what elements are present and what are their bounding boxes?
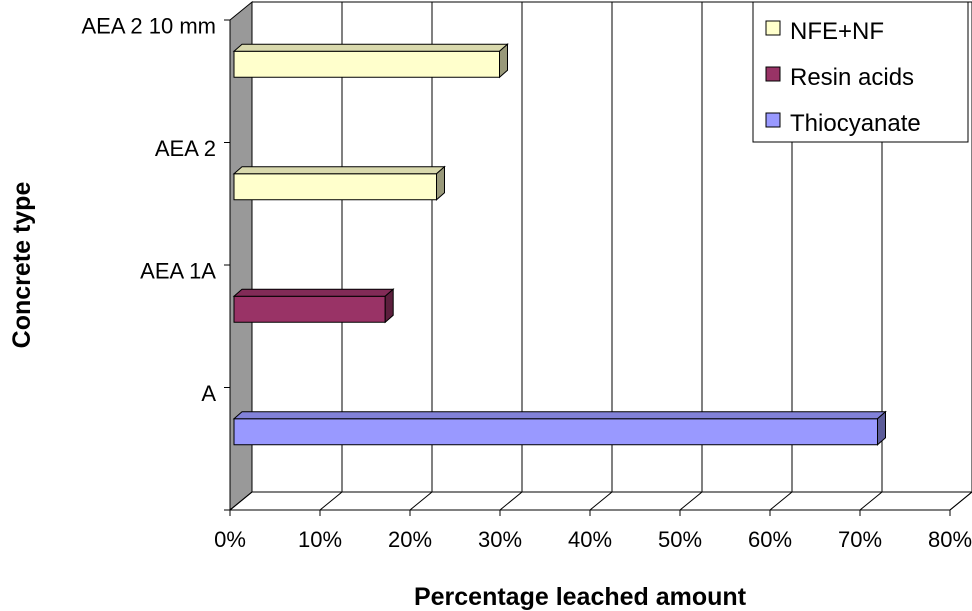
bars bbox=[232, 43, 887, 446]
floor-gridline bbox=[499, 491, 523, 511]
x-axis-title: Percentage leached amount bbox=[414, 583, 747, 611]
y-tick-label: A bbox=[201, 381, 216, 406]
floor-gridline bbox=[769, 491, 793, 511]
x-tick-label: 70% bbox=[838, 527, 882, 552]
floor-gridline bbox=[319, 491, 343, 511]
floor-gridline bbox=[409, 491, 433, 511]
x-tick-label: 0% bbox=[214, 527, 246, 552]
y-axis-title: Concrete type bbox=[8, 182, 36, 349]
bar-top bbox=[232, 166, 446, 175]
legend-swatch bbox=[765, 20, 781, 36]
bar-top bbox=[232, 43, 509, 52]
y-tick-label: AEA 2 10 mm bbox=[81, 13, 216, 38]
bar bbox=[232, 410, 887, 446]
y-tick-labels: A AEA 1A AEA 2 AEA 2 10 mm bbox=[81, 13, 216, 406]
legend: NFE+NF Resin acids Thiocyanate bbox=[752, 1, 969, 143]
x-tick-label: 20% bbox=[388, 527, 432, 552]
legend-label: Resin acids bbox=[790, 64, 914, 91]
bar-front bbox=[233, 418, 878, 446]
bar bbox=[232, 288, 395, 324]
legend-swatch bbox=[765, 66, 781, 82]
x-tick-labels: 0% 10% 20% 30% 40% 50% 60% 70% 80% bbox=[214, 527, 972, 552]
y-tick-label: AEA 2 bbox=[155, 136, 216, 161]
bar-side bbox=[384, 288, 394, 324]
x-tick-label: 60% bbox=[748, 527, 792, 552]
x-tick-label: 10% bbox=[298, 527, 342, 552]
floor-gridline bbox=[859, 491, 883, 511]
bar bbox=[232, 43, 509, 79]
legend-box bbox=[752, 1, 969, 143]
legend-swatch bbox=[765, 112, 781, 128]
x-tick-label: 80% bbox=[928, 527, 972, 552]
floor-gridline bbox=[589, 491, 613, 511]
legend-label: Thiocyanate bbox=[790, 110, 921, 137]
floor-gridline bbox=[679, 491, 703, 511]
x-tick-label: 30% bbox=[478, 527, 522, 552]
bar-front bbox=[233, 50, 500, 78]
floor-gridline bbox=[229, 491, 253, 511]
bar-side bbox=[499, 43, 508, 79]
x-tick-label: 50% bbox=[658, 527, 702, 552]
legend-label: NFE+NF bbox=[790, 18, 884, 45]
bar-front bbox=[233, 295, 386, 323]
bar-top bbox=[232, 288, 395, 297]
bar-top bbox=[232, 411, 887, 420]
bar-front bbox=[233, 173, 437, 201]
y-tick-label: AEA 1A bbox=[140, 258, 216, 283]
bar bbox=[232, 165, 446, 201]
bar-side bbox=[436, 165, 445, 201]
bar-side bbox=[877, 410, 886, 446]
x-tick-label: 40% bbox=[568, 527, 612, 552]
floor-gridline bbox=[949, 491, 972, 511]
